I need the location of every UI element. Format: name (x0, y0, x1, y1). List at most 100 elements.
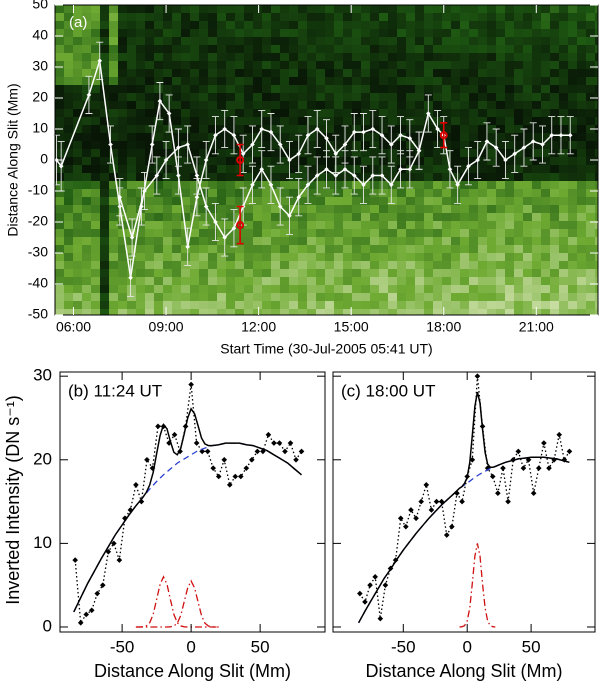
heatmap-cell (55, 5, 65, 14)
heatmap-cell (199, 213, 209, 222)
heatmap-cell (505, 117, 515, 126)
heatmap-cell (307, 197, 317, 206)
heatmap-cell (559, 293, 569, 302)
heatmap-cell (181, 77, 191, 86)
heatmap-cell (469, 53, 479, 62)
data-point (505, 498, 511, 505)
data-point (222, 235, 227, 240)
heatmap-cell (109, 149, 119, 158)
data-point (377, 615, 384, 622)
heatmap-cell (199, 301, 209, 310)
heatmap-cell (352, 189, 362, 198)
heatmap-cell (469, 277, 479, 286)
data-point (333, 173, 339, 178)
heatmap-cell (343, 237, 353, 246)
heatmap-cell (181, 189, 191, 198)
heatmap-cell (289, 285, 299, 294)
heatmap-cell (82, 61, 92, 70)
heatmap-cell (73, 85, 83, 94)
heatmap-cell (235, 173, 245, 182)
heatmap-cell (244, 245, 254, 254)
heatmap-cell (487, 117, 497, 126)
heatmap-cell (235, 45, 245, 54)
heatmap-cell (199, 149, 209, 158)
heatmap-cell (163, 269, 173, 278)
heatmap-cell (505, 221, 515, 230)
data-point (388, 182, 394, 188)
heatmap-cell (253, 45, 263, 54)
y-tick-label: 0 (43, 616, 52, 635)
heatmap-cell (91, 117, 101, 126)
heatmap-cell (586, 93, 596, 102)
heatmap-cell (397, 61, 407, 70)
heatmap-cell (424, 293, 434, 302)
heatmap-cell (334, 285, 344, 294)
heatmap-cell (82, 149, 92, 158)
heatmap-cell (109, 61, 119, 70)
heatmap-cell (433, 253, 443, 262)
heatmap-cell (343, 109, 353, 118)
heatmap-cell (217, 293, 227, 302)
heatmap-cell (307, 245, 317, 254)
heatmap-cell (415, 213, 425, 222)
heatmap-cell (568, 133, 578, 142)
plot-frame (332, 371, 596, 633)
heatmap-cell (352, 125, 362, 134)
heatmap-cell (208, 117, 218, 126)
heatmap-cell (496, 117, 506, 126)
heatmap-cell (361, 277, 371, 286)
heatmap-cell (154, 173, 164, 182)
heatmap-cell (226, 13, 236, 22)
heatmap-cell (127, 165, 137, 174)
heatmap-cell (415, 53, 425, 62)
heatmap-cell (118, 269, 128, 278)
heatmap-cell (334, 93, 344, 102)
data-point (185, 142, 190, 147)
heatmap-cell (262, 213, 272, 222)
heatmap-cell (100, 61, 110, 70)
heatmap-cell (298, 85, 308, 94)
heatmap-cell (595, 213, 598, 222)
heatmap-cell (334, 37, 344, 46)
heatmap-cell (334, 181, 344, 190)
heatmap-cell (334, 125, 344, 134)
heatmap-cell (190, 125, 200, 134)
heatmap-cell (289, 37, 299, 46)
heatmap-cell (307, 173, 317, 182)
heatmap-cell (478, 301, 488, 310)
heatmap-cell (172, 197, 182, 206)
heatmap-cell (91, 149, 101, 158)
heatmap-cell (109, 77, 119, 86)
heatmap-cell (244, 5, 254, 14)
heatmap-cell (325, 53, 335, 62)
heatmap-cell (415, 285, 425, 294)
heatmap-cell (253, 213, 263, 222)
heatmap-cell (289, 45, 299, 54)
data-point (546, 465, 552, 471)
heatmap-cell (397, 197, 407, 206)
heatmap-cell (136, 53, 146, 62)
heatmap-cell (154, 189, 164, 198)
heatmap-cell (55, 301, 65, 310)
heatmap-cell (595, 261, 598, 270)
heatmap-cell (550, 221, 560, 230)
heatmap-cell (397, 309, 407, 315)
heatmap-cell (316, 269, 326, 278)
heatmap-cell (361, 53, 371, 62)
heatmap-cell (280, 245, 290, 254)
data-point (259, 126, 265, 132)
heatmap-cell (379, 5, 389, 14)
heatmap-cell (496, 45, 506, 54)
heatmap-cell (388, 157, 398, 166)
heatmap-cell (532, 21, 542, 30)
heatmap-cell (505, 45, 515, 54)
heatmap-cell (109, 37, 119, 46)
heatmap-cell (73, 181, 83, 190)
heatmap-cell (154, 213, 164, 222)
heatmap-cell (289, 69, 299, 78)
heatmap-cell (208, 309, 218, 315)
heatmap-cell (289, 181, 299, 190)
heatmap-cell (361, 101, 371, 110)
heatmap-cell (559, 309, 569, 315)
heatmap-cell (559, 149, 569, 158)
